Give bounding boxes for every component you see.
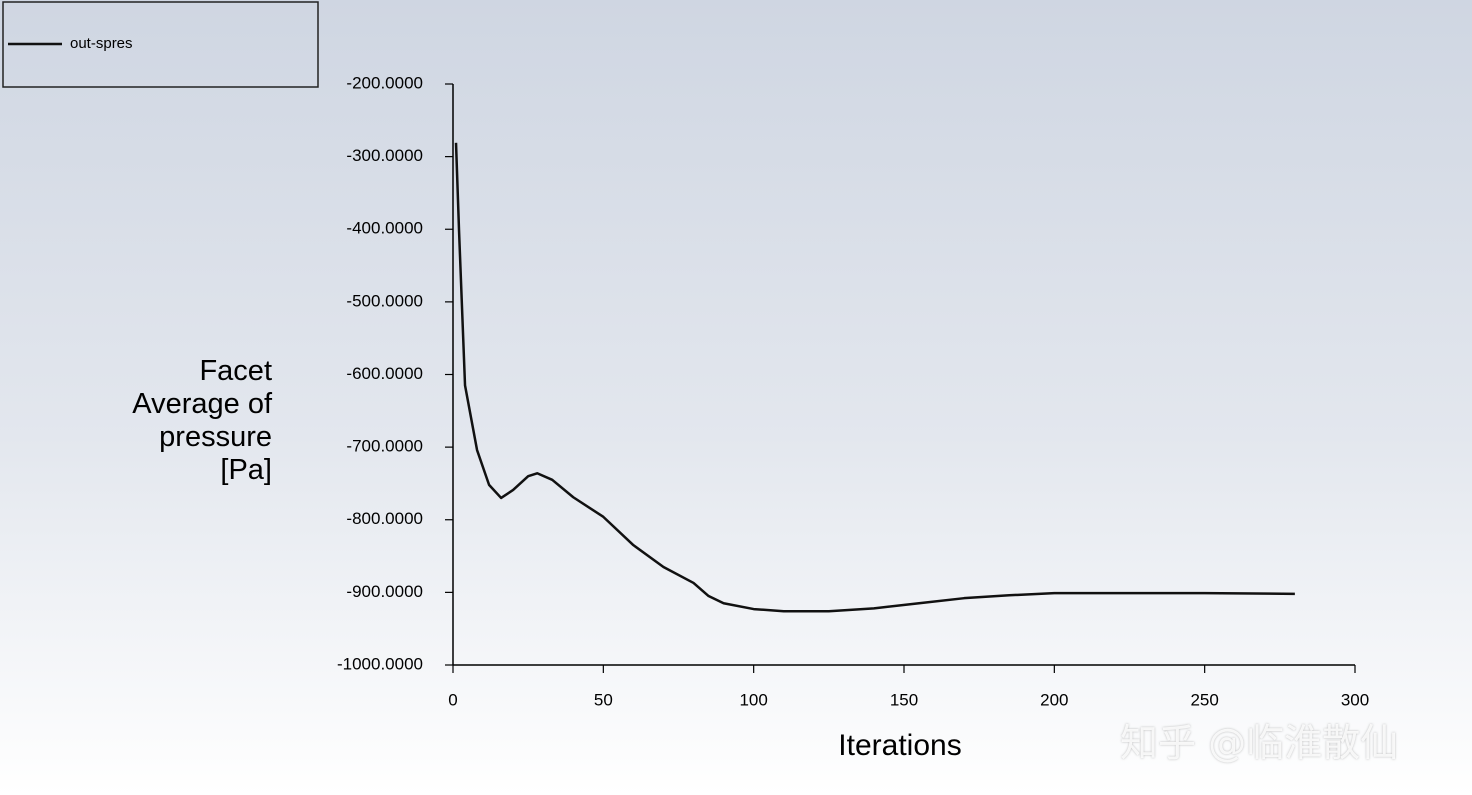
y-tick-label: -1000.0000 [337, 654, 423, 673]
x-tick-label: 300 [1341, 690, 1369, 709]
data-line [454, 142, 1295, 613]
x-axis-title: Iterations [838, 729, 961, 762]
y-axis-title: Facet Average of pressure [Pa] [132, 355, 272, 486]
x-tick-label: 0 [448, 690, 457, 709]
y-tick-label: -400.0000 [346, 219, 423, 238]
y-tick-label: -300.0000 [346, 146, 423, 165]
x-tick-label: 100 [739, 690, 767, 709]
x-tick-label: 200 [1040, 690, 1068, 709]
legend-box [2, 1, 319, 88]
legend-label: out-spres [70, 35, 133, 52]
x-tick-label: 150 [890, 690, 918, 709]
y-tick-label: -500.0000 [346, 291, 423, 310]
y-tick-label: -600.0000 [346, 364, 423, 383]
x-tick-label: 250 [1190, 690, 1218, 709]
x-tick-label: 50 [594, 690, 613, 709]
y-tick-label: -800.0000 [346, 509, 423, 528]
y-tick-label: -700.0000 [346, 437, 423, 456]
watermark: 知乎 @临淮散仙 [1120, 721, 1399, 765]
y-tick-label: -200.0000 [346, 73, 423, 92]
y-tick-label: -900.0000 [346, 582, 423, 601]
